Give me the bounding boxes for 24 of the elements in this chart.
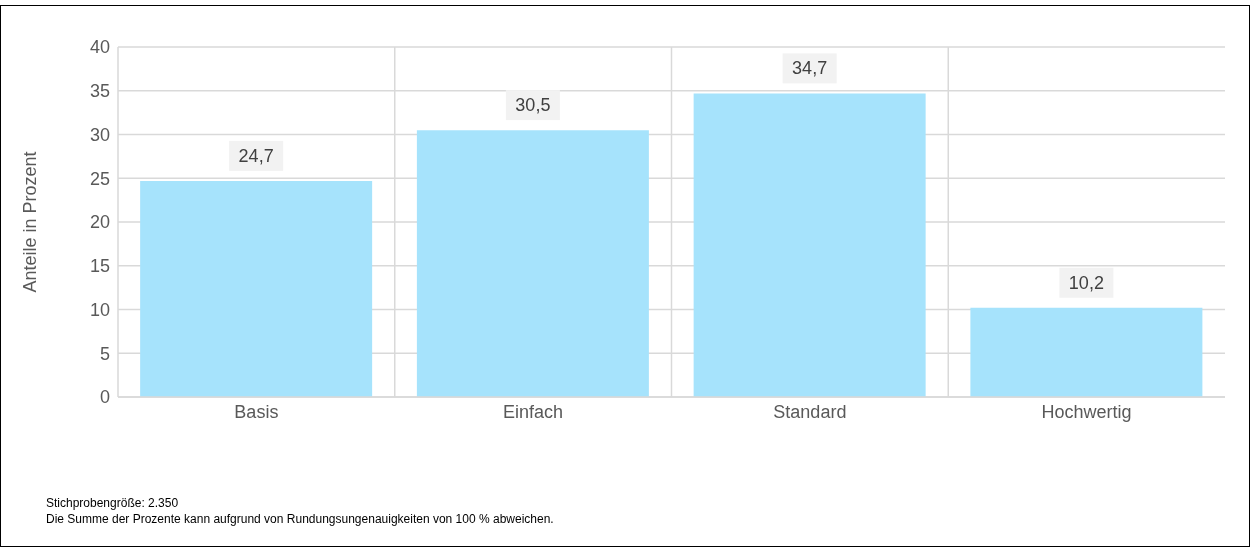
bar xyxy=(970,307,1203,397)
x-tick-label: Standard xyxy=(773,401,847,422)
data-label: 24,7 xyxy=(238,145,274,166)
y-tick-label: 25 xyxy=(89,168,110,189)
data-label: 10,2 xyxy=(1068,272,1104,293)
data-label: 34,7 xyxy=(792,58,828,79)
y-tick-label: 0 xyxy=(99,387,110,408)
x-tick-label: Einfach xyxy=(503,401,564,422)
y-tick-label: 15 xyxy=(89,256,110,277)
y-tick-label: 20 xyxy=(89,212,110,233)
y-tick-label: 5 xyxy=(99,343,110,364)
y-tick-label: 40 xyxy=(89,37,110,58)
bar xyxy=(416,130,649,397)
text: Stichprobengröße: 2.350 xyxy=(46,495,180,511)
y-axis-title: Anteile in Prozent xyxy=(20,151,41,293)
text: Die Summe der Prozente kann aufgrund von Rundungsungenauigkeiten von 100 % abweichen. xyxy=(46,511,554,527)
x-tick-label: Hochwertig xyxy=(1041,401,1132,422)
y-tick-label: 10 xyxy=(89,299,110,320)
y-tick-label: 35 xyxy=(89,81,110,102)
bar xyxy=(693,93,926,397)
data-label: 30,5 xyxy=(515,95,551,116)
y-tick-label: 30 xyxy=(89,124,110,145)
x-tick-label: Basis xyxy=(234,401,279,422)
bar xyxy=(140,180,373,397)
